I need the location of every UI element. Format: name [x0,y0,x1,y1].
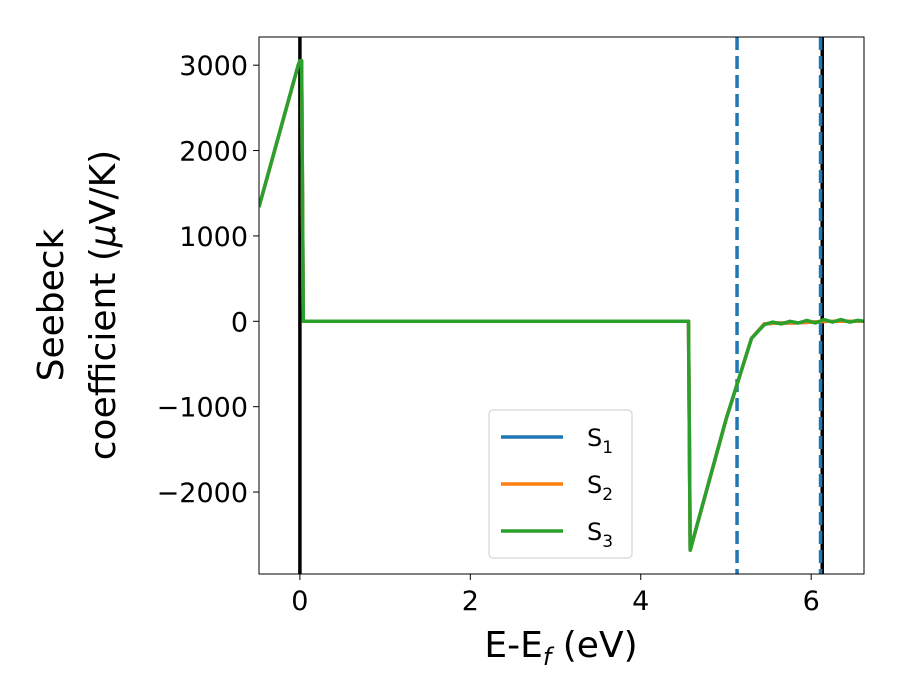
x-tick-label: 0 [291,586,308,617]
y-axis-label-line1: Seebeck [31,228,72,381]
y-axis-label: Seebeck coefficient (μV/K) [31,150,124,460]
legend-label-s1: S1 [587,424,613,458]
y-tick-label: −1000 [157,393,248,424]
x-tick-label: 2 [462,586,479,617]
legend: S1 S2 S3 [488,409,633,559]
legend-label-s2: S2 [587,471,613,505]
series-lines [259,59,864,552]
y-tick-label: 2000 [179,137,248,168]
vertical-reference-lines [298,37,824,574]
y-tick-label: 1000 [179,222,248,253]
y-tick-label: 0 [231,307,248,338]
series-line-s3 [259,59,864,552]
x-tick-label: 4 [632,586,649,617]
legend-label-s3: S3 [587,518,613,552]
x-axis-ticks: 0 2 4 6 [291,574,820,617]
y-axis-ticks: −2000 −1000 0 1000 2000 3000 [157,51,259,509]
y-tick-label: −2000 [157,478,248,509]
x-axis-label: E-Ef (eV) [484,625,637,671]
plot-frame [258,36,865,575]
x-tick-label: 6 [803,586,820,617]
y-tick-label: 3000 [179,51,248,82]
y-axis-label-line2: coefficient (μV/K) [83,150,124,460]
